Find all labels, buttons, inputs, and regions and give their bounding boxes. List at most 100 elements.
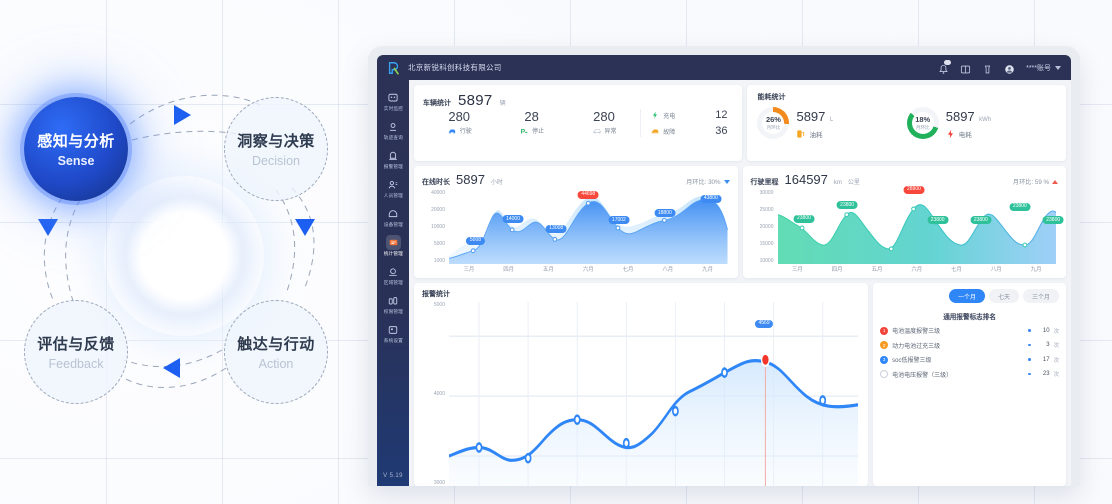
account-menu[interactable]: ****账号 (1026, 63, 1061, 73)
ytick: 40000 (431, 190, 445, 196)
app-sidebar: 实时监控 轨迹查询 报警管理 人员管理 设备管理 统计管理 (377, 80, 409, 486)
legend-row[interactable]: 电池电压报警（三级） 23 次 (880, 370, 1059, 379)
data-label-highlight: 28900 (903, 185, 925, 194)
node-sense-cn: 感知与分析 (37, 133, 115, 150)
ytick: 15000 (759, 241, 774, 247)
mileage-chart-meta: 月环比: 59 % (1013, 177, 1058, 186)
data-label: 23800 (1042, 216, 1064, 225)
car-abnormal-icon (592, 128, 601, 133)
parking-icon: P (521, 128, 528, 135)
avatar-icon[interactable] (1004, 62, 1015, 74)
car-fault-icon (651, 129, 659, 134)
brand-name: 北京新锐科创科技有限公司 (408, 63, 502, 72)
sidebar-label-track: 轨迹查询 (383, 134, 403, 141)
settings-icon (386, 322, 401, 337)
alarm-card-title: 报警统计 (422, 291, 450, 298)
fuel-percent-sub: 月环比 (766, 124, 781, 130)
vehicle-stopped-value: 28 (524, 109, 539, 124)
xtick: 九月 (702, 267, 713, 273)
legend-row[interactable]: 2 动力电池过充三级 3 次 (880, 341, 1059, 350)
arrow-action-to-feedback (163, 358, 180, 378)
sidebar-item-settings[interactable]: 系统设置 (377, 318, 409, 347)
sidebar-item-track[interactable]: 轨迹查询 (377, 115, 409, 144)
legend-row[interactable]: 1 电池温度报警三级 10 次 (880, 326, 1059, 335)
sidebar-item-permission[interactable]: 权限管理 (377, 289, 409, 318)
vehicle-driving-label-wrap: 行驶 (447, 126, 472, 135)
legend-row-unit: 次 (1053, 372, 1059, 378)
legend-row[interactable]: 3 soc低报警三级 17 次 (880, 355, 1059, 364)
xtick: 四月 (503, 267, 515, 273)
tab-seven-days[interactable]: 七天 (988, 289, 1019, 303)
data-label: 13008 (545, 224, 567, 233)
ytick: 30000 (759, 190, 774, 196)
ytick: 3000 (433, 480, 445, 486)
alarm-chart-svg: 4569 (449, 302, 859, 486)
rank-badge-2: 2 (880, 341, 889, 349)
alert-icon[interactable] (982, 62, 993, 74)
legend-row-name: 电池温度报警三级 (892, 329, 941, 335)
company-logo-icon (387, 61, 401, 75)
sidebar-item-stats[interactable]: 统计管理 (377, 231, 409, 260)
power-values: 5897 kWh 电耗 (946, 108, 991, 139)
center-ring-decoration (104, 176, 264, 336)
energy-body: 26% 月环比 5897 L 油耗 (757, 107, 1056, 139)
mileage-chart-value: 164597 (784, 172, 828, 187)
laptop-frame: 北京新锐科创科技有限公司 ****账号 (368, 46, 1080, 486)
data-label: 23800 (793, 214, 815, 223)
sidebar-item-people[interactable]: 人员管理 (377, 173, 409, 202)
arrow-decision-to-action (295, 219, 315, 236)
vehicle-stat-fault: 故障 36 (650, 125, 733, 137)
mileage-chart-xaxis: 三月 四月 五月 六月 七月 八月 九月 (778, 265, 1057, 276)
vehicle-abnormal-value: 280 (593, 109, 615, 124)
legend-title: 通用报警标志排名 (943, 314, 996, 321)
online-chart-header: 在线时长 5897 小时 月环比: 30% (422, 172, 730, 187)
tab-three-months[interactable]: 三个月 (1022, 289, 1059, 303)
sidebar-label-settings: 系统设置 (383, 337, 403, 344)
sidebar-label-stats: 统计管理 (383, 250, 403, 257)
ytick: 1000 (433, 258, 445, 264)
data-label: 23800 (836, 201, 858, 210)
vehicle-charging-value: 12 (715, 109, 728, 121)
online-chart-plot: 40000 20000 10000 5000 1000 (422, 190, 730, 276)
brand: 北京新锐科创科技有限公司 (387, 61, 502, 75)
vehicle-fault-value: 36 (715, 125, 728, 137)
xtick: 四月 (831, 267, 843, 273)
online-chart-unit: 小时 (490, 180, 503, 186)
vehicle-charging-label: 充电 (663, 113, 676, 120)
node-action-en: Action (258, 357, 294, 371)
xtick: 九月 (1030, 267, 1042, 273)
sidebar-item-monitor[interactable]: 实时监控 (377, 86, 409, 115)
sidebar-item-area[interactable]: 区域管理 (377, 260, 409, 289)
vehicle-stopped-label-wrap: P 停止 (519, 126, 544, 135)
bell-icon[interactable] (938, 60, 952, 74)
monitor-icon (386, 90, 401, 105)
card-icon[interactable] (960, 62, 971, 74)
summary-row: 车辆统计 5897 辆 280 行驶 (414, 85, 1066, 161)
mileage-chart-card: 行驶里程 164597 km 公里 月环比: 59 % 30000 25000 (742, 166, 1066, 278)
rank-badge-4 (880, 370, 889, 378)
permission-icon (386, 293, 401, 308)
xtick: 六月 (582, 267, 594, 273)
cycle-diagram: 感知与分析 Sense 洞察与决策 Decision 评估与反馈 Feedbac… (0, 78, 352, 408)
alarm-stats-card: 报警统计 5000 4000 3000 (414, 283, 869, 486)
vehicle-abnormal-label: 异常 (604, 129, 617, 135)
ytick: 25000 (759, 207, 774, 213)
chevron-down-icon (1055, 65, 1061, 70)
sidebar-item-device[interactable]: 设备管理 (377, 202, 409, 231)
vehicle-driving-value: 280 (448, 109, 471, 124)
vehicle-fault-label: 故障 (663, 129, 676, 136)
vehicle-driving-label: 行驶 (459, 129, 472, 135)
data-label: 23800 (927, 216, 949, 225)
cycle-node-action: 触达与行动 Action (224, 300, 328, 404)
mileage-chart-header: 行驶里程 164597 km 公里 月环比: 59 % (751, 172, 1058, 187)
sidebar-item-alarm[interactable]: 报警管理 (377, 144, 409, 173)
power-percent: 18% (915, 115, 931, 125)
sidebar-label-monitor: 实时监控 (383, 105, 403, 112)
alarm-legend-card: 一个月 七天 三个月 通用报警标志排名 1 电池温度报警三级 10 次 (873, 283, 1066, 486)
vehicle-charging-label-wrap: 充电 (650, 111, 684, 120)
tab-one-month[interactable]: 一个月 (948, 289, 985, 303)
topbar-actions: ****账号 (938, 60, 1061, 74)
fuel-label: 油耗 (809, 131, 823, 139)
legend-list: 1 电池温度报警三级 10 次 2 动力电池过充三级 3 次 (880, 326, 1059, 379)
online-chart-meta-label: 月环比: 30% (686, 179, 721, 186)
